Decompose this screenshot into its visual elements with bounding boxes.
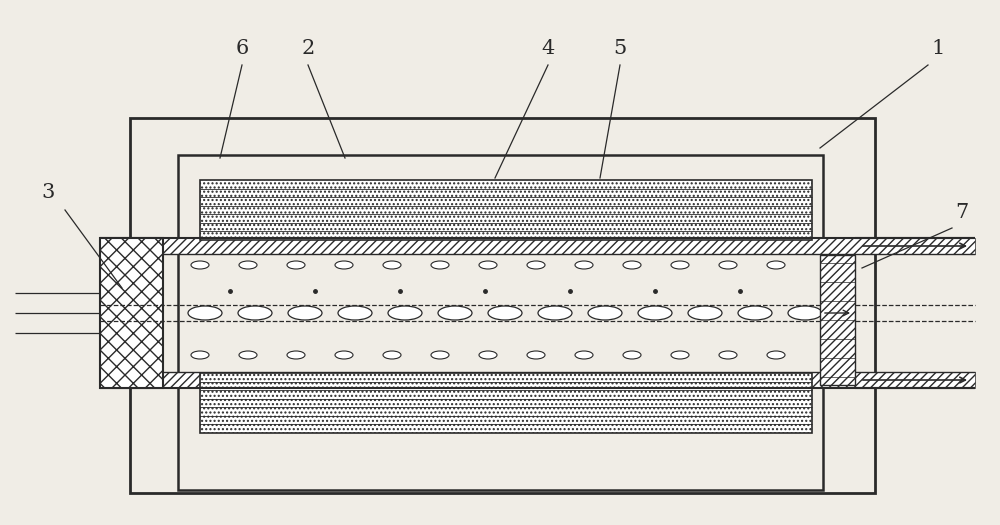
Ellipse shape bbox=[738, 306, 772, 320]
Bar bbox=[178, 155, 823, 490]
Ellipse shape bbox=[479, 351, 497, 359]
Ellipse shape bbox=[338, 306, 372, 320]
Ellipse shape bbox=[335, 351, 353, 359]
Ellipse shape bbox=[431, 351, 449, 359]
Ellipse shape bbox=[767, 261, 785, 269]
Ellipse shape bbox=[588, 306, 622, 320]
Ellipse shape bbox=[388, 306, 422, 320]
Ellipse shape bbox=[719, 261, 737, 269]
Text: 4: 4 bbox=[541, 38, 555, 58]
Bar bbox=[100, 238, 163, 388]
Ellipse shape bbox=[288, 306, 322, 320]
Ellipse shape bbox=[188, 306, 222, 320]
Bar bbox=[200, 180, 812, 240]
Ellipse shape bbox=[287, 351, 305, 359]
Ellipse shape bbox=[191, 261, 209, 269]
Ellipse shape bbox=[527, 261, 545, 269]
Ellipse shape bbox=[238, 306, 272, 320]
Bar bbox=[200, 373, 812, 433]
Bar bbox=[130, 118, 875, 493]
Ellipse shape bbox=[431, 261, 449, 269]
Bar bbox=[100, 372, 975, 388]
Text: 3: 3 bbox=[41, 184, 55, 203]
Ellipse shape bbox=[638, 306, 672, 320]
Ellipse shape bbox=[438, 306, 472, 320]
Ellipse shape bbox=[335, 261, 353, 269]
Text: 7: 7 bbox=[955, 204, 969, 223]
Ellipse shape bbox=[383, 351, 401, 359]
Ellipse shape bbox=[575, 261, 593, 269]
Bar bbox=[820, 255, 855, 385]
Ellipse shape bbox=[623, 261, 641, 269]
Ellipse shape bbox=[719, 351, 737, 359]
Ellipse shape bbox=[191, 351, 209, 359]
Ellipse shape bbox=[538, 306, 572, 320]
Ellipse shape bbox=[767, 351, 785, 359]
Ellipse shape bbox=[527, 351, 545, 359]
Text: 2: 2 bbox=[301, 38, 315, 58]
Ellipse shape bbox=[671, 351, 689, 359]
Text: 5: 5 bbox=[613, 38, 627, 58]
Ellipse shape bbox=[287, 261, 305, 269]
Ellipse shape bbox=[575, 351, 593, 359]
Ellipse shape bbox=[239, 351, 257, 359]
Ellipse shape bbox=[688, 306, 722, 320]
Text: 1: 1 bbox=[931, 38, 945, 58]
Ellipse shape bbox=[488, 306, 522, 320]
Ellipse shape bbox=[671, 261, 689, 269]
Text: 6: 6 bbox=[235, 38, 249, 58]
Ellipse shape bbox=[479, 261, 497, 269]
Ellipse shape bbox=[239, 261, 257, 269]
Ellipse shape bbox=[623, 351, 641, 359]
Ellipse shape bbox=[383, 261, 401, 269]
Bar bbox=[100, 238, 975, 254]
Ellipse shape bbox=[788, 306, 822, 320]
